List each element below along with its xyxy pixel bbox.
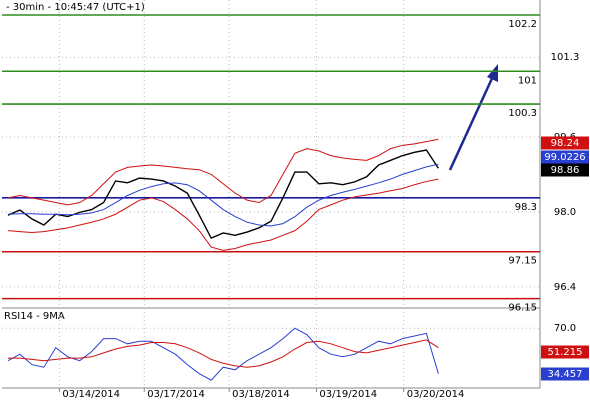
level-label: 97.15 <box>508 256 537 267</box>
series-line <box>7 339 439 368</box>
price-tag: 98.24 <box>551 138 580 149</box>
forecast-arrow <box>448 64 498 171</box>
price-tag: 34.457 <box>548 369 583 380</box>
level-label: 101 <box>518 75 537 86</box>
series-line <box>7 138 439 206</box>
level-label: 98.3 <box>515 202 537 213</box>
price-tag-box <box>541 367 589 381</box>
price-tag: 51.215 <box>548 347 583 358</box>
level-label: 100.3 <box>508 108 537 119</box>
chart-title: - 30min - 10:45:47 (UTC+1) <box>6 2 145 13</box>
x-tick-label: 03/14/2014 <box>62 389 120 400</box>
series-line <box>7 178 439 251</box>
rsi-title: RSI14 - 9MA <box>4 311 65 322</box>
level-label: 96.15 <box>508 303 537 314</box>
series-line <box>7 163 439 227</box>
x-tick-label: 03/17/2014 <box>147 389 205 400</box>
price-tag: 99.0226 <box>544 152 585 163</box>
price-tag-box <box>541 150 589 164</box>
y-tick-label: 98.0 <box>554 207 576 218</box>
price-tag-box <box>541 345 589 359</box>
y-tick-label: 101.3 <box>551 52 580 63</box>
x-tick-label: 03/20/2014 <box>407 389 465 400</box>
price-tag-box <box>541 136 589 150</box>
price-tag-box <box>541 163 589 177</box>
level-label: 102.2 <box>508 19 537 30</box>
y-tick-label: 70.0 <box>554 323 576 334</box>
y-tick-label: 96.4 <box>554 282 576 293</box>
x-tick-label: 03/18/2014 <box>232 389 290 400</box>
series-line <box>7 327 439 381</box>
price-tag: 98.86 <box>551 165 580 176</box>
series-line <box>7 149 439 240</box>
x-tick-label: 03/19/2014 <box>319 389 377 400</box>
